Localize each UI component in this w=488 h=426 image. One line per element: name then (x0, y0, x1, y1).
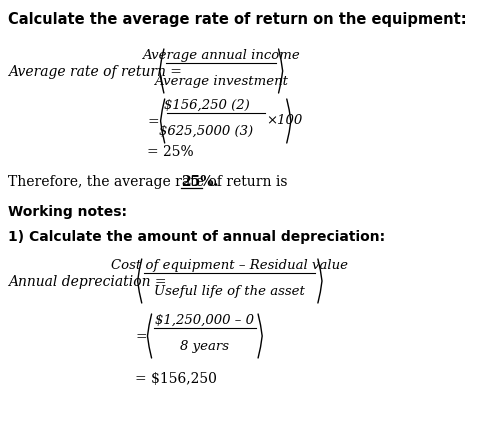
Text: $625,5000 (3): $625,5000 (3) (160, 125, 254, 138)
Text: Useful life of the asset: Useful life of the asset (154, 284, 305, 297)
Text: Average annual income: Average annual income (142, 49, 300, 62)
Text: Annual depreciation =: Annual depreciation = (8, 274, 167, 288)
Text: =: = (147, 115, 159, 129)
Text: Average rate of return =: Average rate of return = (8, 65, 182, 79)
Text: 1) Calculate the amount of annual depreciation:: 1) Calculate the amount of annual deprec… (8, 230, 386, 243)
Text: Therefore, the average rate of return is: Therefore, the average rate of return is (8, 175, 292, 189)
Text: Working notes:: Working notes: (8, 204, 127, 219)
Text: =: = (135, 329, 147, 343)
Text: 25%.: 25%. (181, 175, 219, 189)
Text: 8 years: 8 years (181, 339, 229, 352)
Text: = 25%: = 25% (147, 145, 194, 158)
Text: = $156,250: = $156,250 (135, 371, 217, 385)
Text: $1,250,000 – 0: $1,250,000 – 0 (155, 313, 254, 326)
Text: ×100: ×100 (266, 113, 303, 126)
Text: Calculate the average rate of return on the equipment:: Calculate the average rate of return on … (8, 12, 467, 27)
Text: Average investment: Average investment (154, 75, 288, 88)
Text: $156,250 (2): $156,250 (2) (163, 99, 249, 112)
Text: Cost of equipment – Residual value: Cost of equipment – Residual value (111, 259, 348, 271)
